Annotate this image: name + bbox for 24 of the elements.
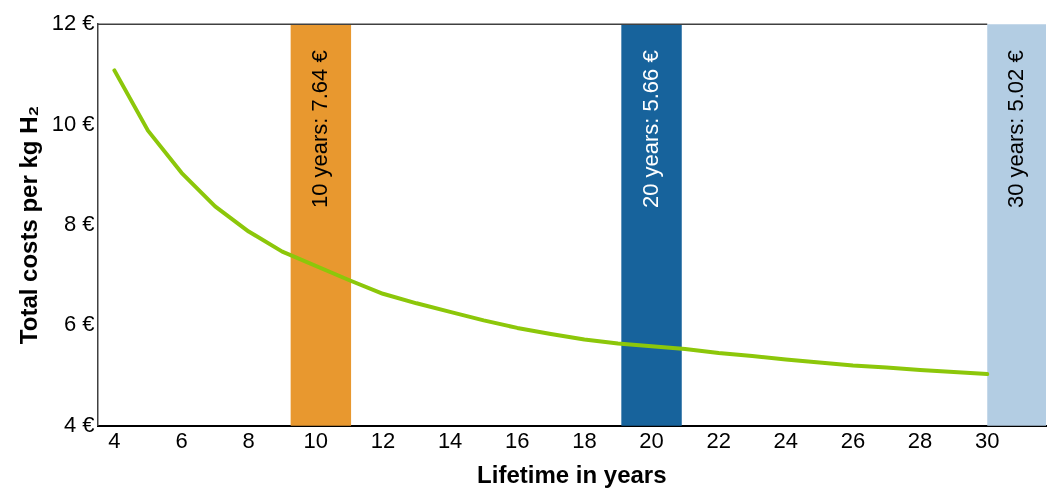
x-tick-label: 28 [907, 428, 933, 454]
x-tick-label: 10 [303, 428, 329, 454]
x-tick-label: 18 [572, 428, 597, 454]
x-tick-label: 6 [175, 428, 188, 454]
band-label: 20 years: 5.66 € [637, 50, 663, 209]
x-tick-label: 16 [505, 428, 530, 454]
x-tick-label: 22 [706, 428, 731, 454]
x-tick-label: 14 [437, 428, 463, 454]
x-axis-title: Lifetime in years [477, 461, 667, 489]
x-tick-label: 24 [773, 428, 799, 454]
band-label: 10 years: 7.64 € [306, 50, 332, 209]
y-tick-label: 4 € [64, 411, 95, 437]
x-tick-label: 26 [840, 428, 866, 454]
x-tick-label: 4 [108, 428, 121, 454]
x-tick-label: 30 [975, 428, 1000, 454]
y-tick-label: 6 € [64, 311, 95, 337]
y-tick-label: 12 € [51, 10, 95, 36]
y-tick-label: 8 € [64, 211, 95, 237]
x-tick-label: 12 [370, 428, 396, 454]
x-tick-label: 20 [639, 428, 664, 454]
y-axis-title: Total costs per kg H₂ [15, 105, 43, 345]
x-tick-label: 8 [242, 428, 255, 454]
band-label: 30 years: 5.02 € [1002, 50, 1028, 209]
y-tick-label: 10 € [51, 110, 95, 136]
